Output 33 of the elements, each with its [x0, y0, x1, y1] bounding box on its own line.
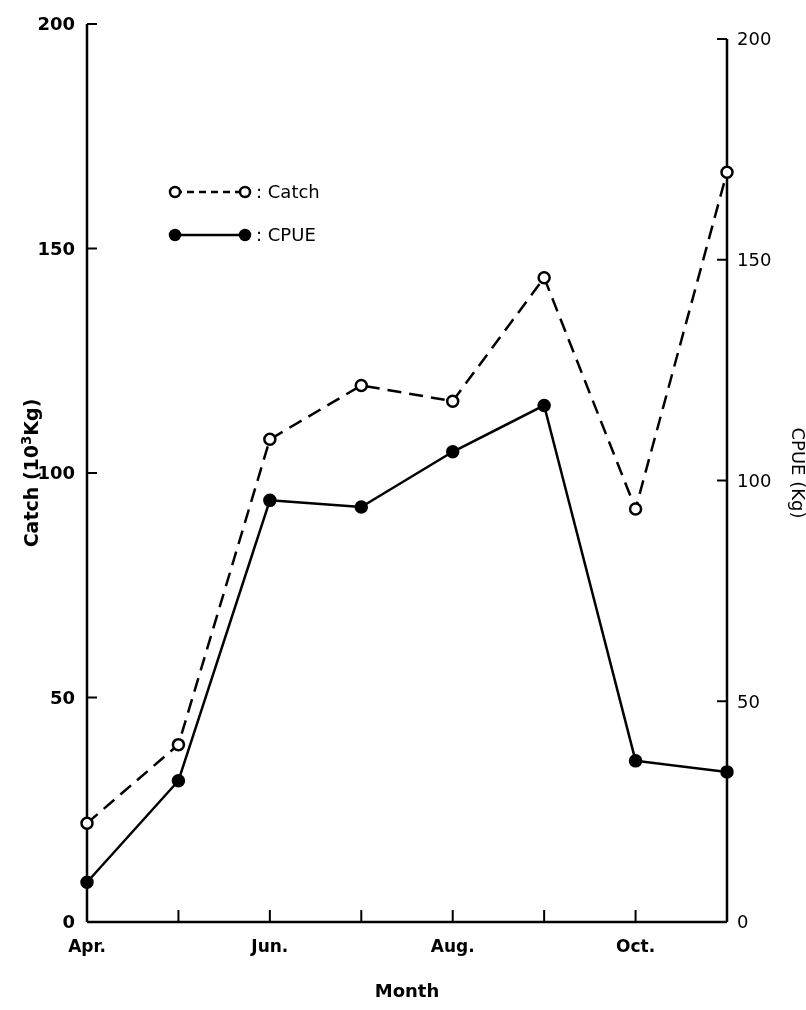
legend-label: : Catch — [256, 181, 320, 203]
point — [171, 737, 186, 752]
y2-tick-label: 200 — [737, 28, 772, 50]
x-tick-label: Oct. — [616, 936, 656, 956]
point — [628, 502, 643, 516]
x-tick-label: Jun. — [250, 936, 289, 956]
point — [537, 270, 551, 285]
y-tick-label: 200 — [37, 13, 75, 35]
point — [445, 445, 460, 459]
y-tick-label: 0 — [62, 911, 75, 933]
point — [720, 765, 734, 779]
y2-tick-label: 0 — [737, 911, 749, 933]
y-tick-label: 150 — [37, 237, 75, 259]
legend-label: : CPUE — [256, 224, 316, 246]
point — [445, 394, 460, 408]
point — [263, 432, 277, 447]
y2-tick-label: 50 — [737, 690, 760, 712]
point — [628, 754, 643, 768]
point — [354, 500, 369, 514]
y-tick-label: 50 — [49, 686, 75, 708]
x-tick-label: Aug. — [430, 936, 475, 956]
point — [537, 398, 551, 413]
point — [80, 816, 94, 830]
point — [171, 773, 186, 788]
x-axis-title: Month — [374, 980, 440, 1001]
y2-axis-title: CPUE (Kg) — [788, 427, 806, 519]
y2-tick-label: 100 — [737, 469, 772, 491]
x-tick-label: Apr. — [68, 936, 106, 956]
point — [720, 165, 734, 179]
y2-tick-label: 150 — [737, 249, 772, 271]
point — [263, 493, 277, 508]
point — [80, 875, 94, 890]
point — [354, 378, 369, 393]
